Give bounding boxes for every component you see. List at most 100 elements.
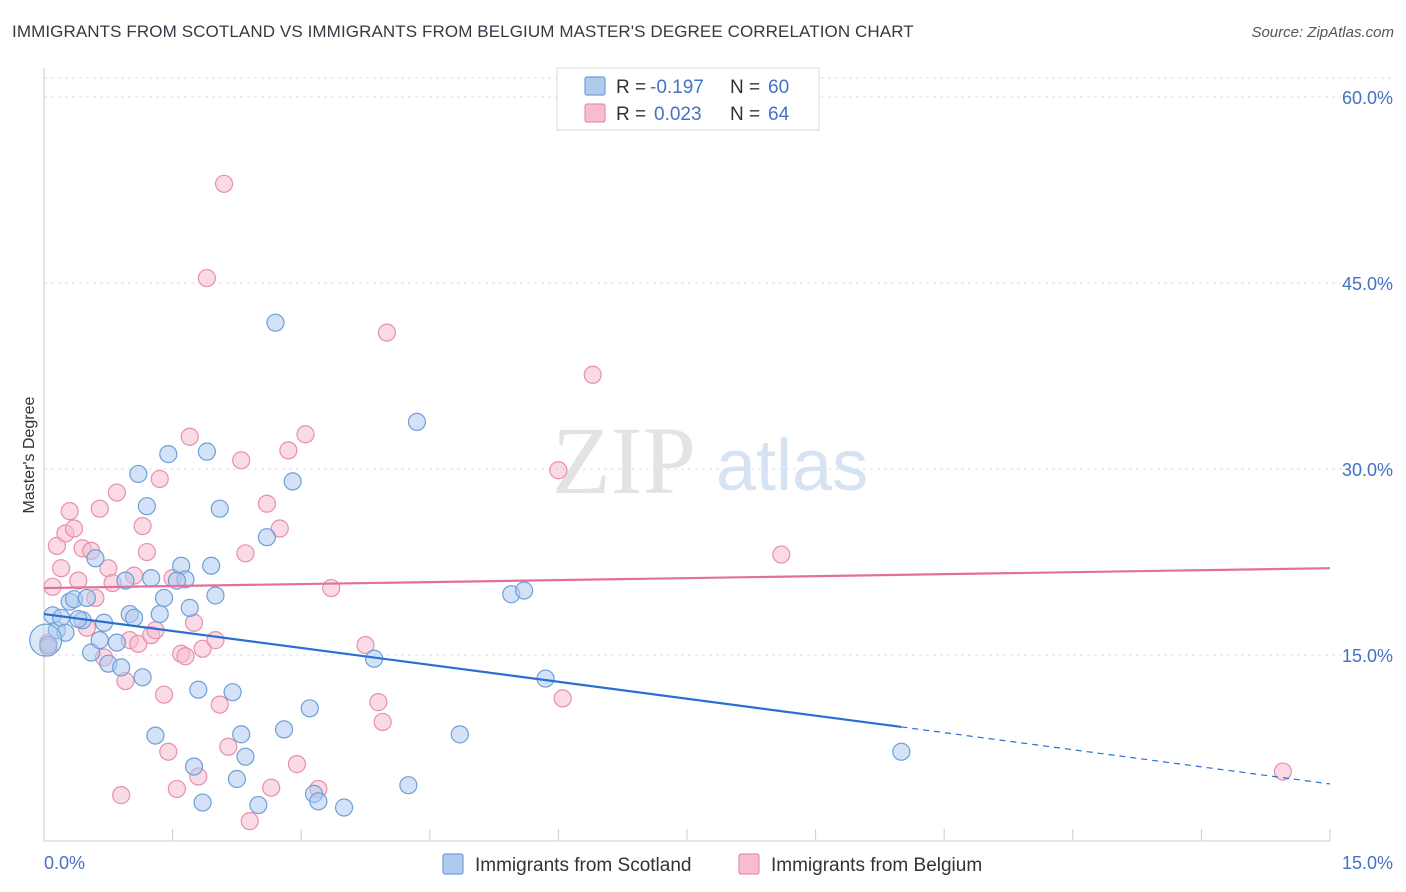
legend-swatch-scotland <box>442 853 464 875</box>
y-tick-labels: 15.0% 30.0% 45.0% 60.0% <box>1342 88 1393 666</box>
watermark: ZIP atlas <box>552 407 868 514</box>
y-tick-label: 45.0% <box>1342 274 1393 294</box>
point-scotland <box>142 569 161 588</box>
point-belgium <box>64 519 84 538</box>
point-scotland <box>210 499 229 518</box>
trend-line-scotland-extension <box>901 726 1331 785</box>
point-belgium <box>369 693 388 712</box>
point-belgium <box>69 571 88 590</box>
point-belgium <box>112 786 131 805</box>
point-belgium <box>583 365 602 384</box>
gridlines <box>44 77 1392 656</box>
axes <box>43 68 1331 842</box>
legend-n-value: 60 <box>768 77 789 98</box>
point-belgium <box>296 425 315 444</box>
point-belgium <box>176 647 195 666</box>
point-belgium <box>197 268 216 288</box>
point-scotland <box>283 472 302 491</box>
point-belgium <box>107 483 126 502</box>
legend-n-label: N = <box>730 104 760 125</box>
point-belgium <box>129 634 148 653</box>
legend-r-label: R = <box>616 104 646 125</box>
point-scotland <box>146 726 165 745</box>
legend-label-belgium: Immigrants from Belgium <box>771 855 982 876</box>
point-belgium <box>60 502 79 521</box>
point-belgium <box>356 635 375 655</box>
point-scotland <box>197 442 216 461</box>
point-scotland <box>39 635 58 655</box>
point-scotland <box>189 680 208 699</box>
point-scotland <box>107 633 126 652</box>
legend-label-scotland: Immigrants from Scotland <box>475 855 691 876</box>
point-belgium <box>1273 762 1292 781</box>
point-belgium <box>133 516 152 536</box>
y-tick-label: 60.0% <box>1342 88 1393 108</box>
point-belgium <box>90 499 109 518</box>
point-belgium <box>553 689 572 708</box>
point-belgium <box>240 812 259 831</box>
point-belgium <box>150 469 169 489</box>
point-belgium <box>270 519 289 538</box>
point-scotland <box>90 631 109 650</box>
point-scotland <box>159 445 178 464</box>
point-scotland <box>309 792 328 811</box>
point-scotland <box>515 581 534 600</box>
point-belgium <box>373 712 392 732</box>
point-scotland <box>206 586 225 605</box>
point-scotland <box>137 497 156 516</box>
point-scotland <box>193 793 212 812</box>
x-tick-labels: 0.0% 15.0% <box>44 853 1393 873</box>
point-scotland-cluster <box>29 623 63 657</box>
point-belgium <box>214 174 234 193</box>
point-scotland <box>112 658 131 677</box>
legend-r-value: -0.197 <box>650 77 704 98</box>
point-scotland <box>227 769 246 789</box>
point-scotland <box>150 604 169 624</box>
point-belgium <box>772 545 791 564</box>
point-scotland <box>82 643 101 662</box>
x-tick-label: 15.0% <box>1342 853 1393 873</box>
point-belgium <box>47 536 66 555</box>
point-scotland <box>232 725 251 744</box>
point-scotland <box>407 412 427 431</box>
point-scotland <box>86 549 105 568</box>
legend-n-label: N = <box>730 77 760 98</box>
legend-top: R = -0.197 N = 60 R = 0.023 N = 64 <box>556 67 820 131</box>
legend-swatch-belgium <box>738 853 760 875</box>
trend-lines <box>43 567 1331 785</box>
point-belgium <box>206 631 225 650</box>
y-tick-label: 30.0% <box>1342 460 1393 480</box>
point-scotland <box>249 795 268 815</box>
point-belgium <box>287 755 307 774</box>
y-axis-label: Master's Degree <box>21 396 38 513</box>
point-scotland <box>154 588 174 608</box>
point-scotland <box>257 528 277 547</box>
point-scotland <box>892 742 911 761</box>
point-belgium <box>167 779 186 799</box>
point-scotland <box>450 725 469 744</box>
watermark-zip: ZIP <box>552 407 696 514</box>
point-scotland <box>124 608 144 627</box>
point-belgium <box>219 737 238 756</box>
source-label: Source: ZipAtlas.com <box>1251 24 1394 41</box>
point-belgium <box>159 742 178 761</box>
legend-swatch-belgium <box>584 103 606 123</box>
chart-title: IMMIGRANTS FROM SCOTLAND VS IMMIGRANTS F… <box>12 22 914 41</box>
legend-swatch-scotland <box>584 76 606 96</box>
point-scotland <box>274 720 294 739</box>
point-belgium <box>257 494 277 513</box>
point-belgium <box>180 427 199 446</box>
points-scotland <box>29 313 911 817</box>
trend-line-scotland <box>43 612 902 729</box>
point-scotland <box>133 668 152 687</box>
point-scotland <box>266 313 285 332</box>
point-scotland <box>236 747 255 766</box>
legend-bottom: Immigrants from Scotland Immigrants from… <box>442 853 982 876</box>
point-scotland <box>180 598 199 617</box>
x-tick-label: 0.0% <box>44 853 85 873</box>
point-belgium <box>137 542 156 562</box>
point-scotland <box>202 556 221 575</box>
point-belgium <box>210 695 229 714</box>
point-belgium <box>279 441 298 460</box>
legend-n-value: 64 <box>768 104 790 125</box>
